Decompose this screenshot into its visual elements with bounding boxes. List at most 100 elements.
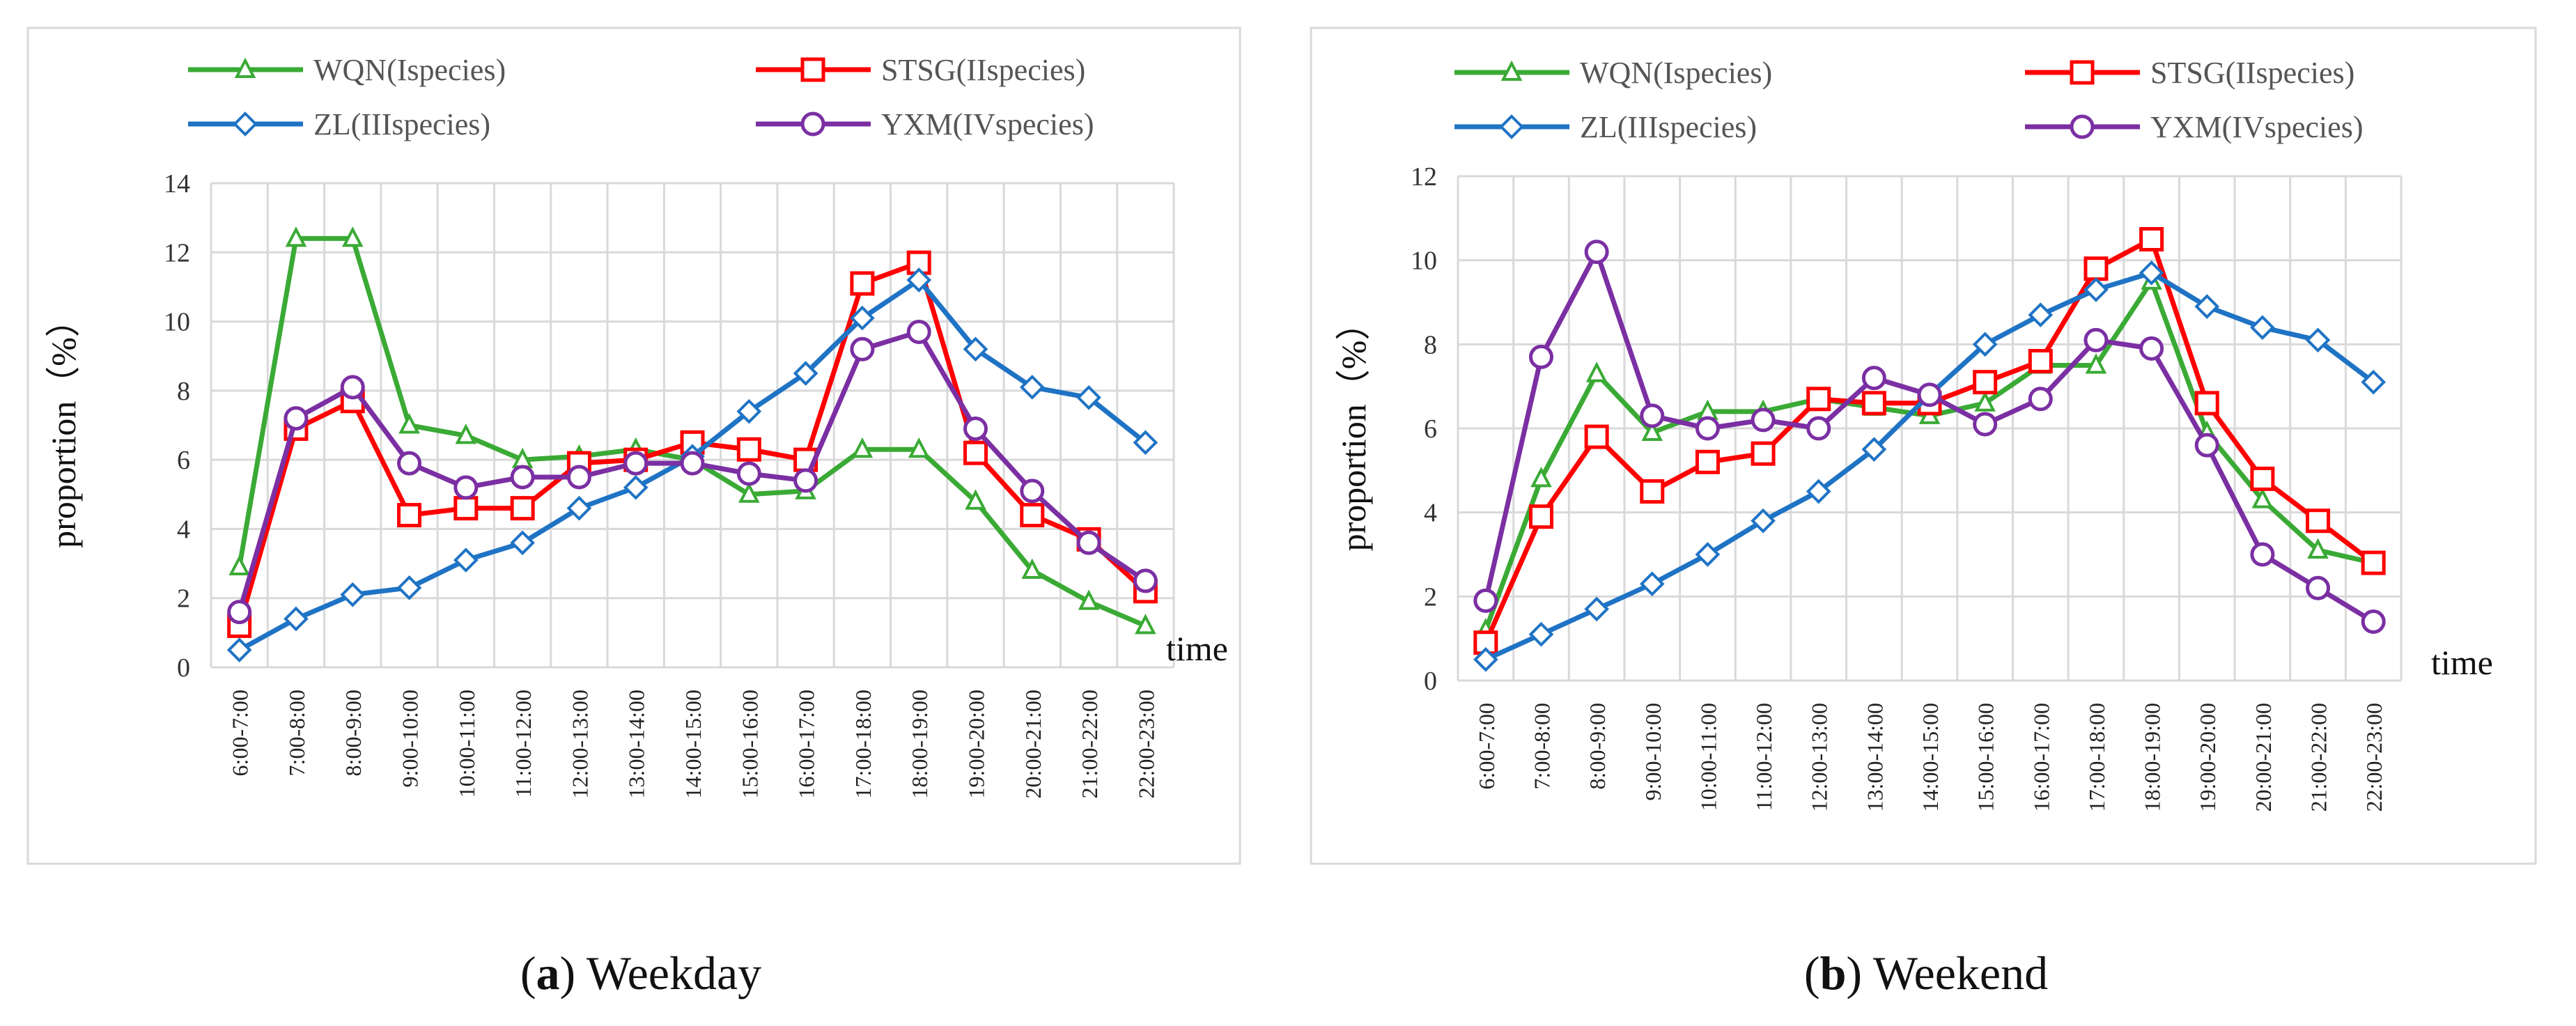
x-tick-label: 6:00-7:00: [228, 690, 253, 776]
caption-paren-close: ): [559, 947, 586, 1000]
legend-label: YXM(IVspecies): [881, 107, 1094, 141]
data-point: [1695, 416, 1720, 441]
data-point: [1135, 614, 1156, 635]
legend-item: YXM(IVspecies): [2025, 110, 2363, 144]
data-point: [1078, 589, 1100, 610]
x-tick-label: 8:00-9:00: [341, 690, 366, 776]
data-point: [1695, 449, 1720, 474]
x-tick-label: 16:00-17:00: [794, 690, 819, 798]
data-point: [2361, 609, 2386, 635]
y-tick-label: 10: [164, 308, 190, 337]
x-tick-label: 22:00-23:00: [2361, 703, 2387, 811]
data-point: [623, 475, 649, 500]
data-point: [1751, 508, 1776, 534]
y-tick-label: 4: [1424, 499, 1437, 528]
panel-caption: (b) Weekend: [1804, 947, 2048, 1000]
data-point: [1861, 391, 1886, 416]
y-tick-label: 2: [177, 584, 190, 614]
data-point: [1584, 424, 1609, 449]
gridlines: [1457, 175, 2403, 682]
data-point: [284, 406, 309, 431]
y-tick-label: 4: [177, 515, 190, 544]
data-point: [1640, 479, 1665, 504]
data-point: [908, 437, 930, 458]
y-tick-label: 12: [1411, 162, 1437, 192]
y-tick-label: 8: [177, 377, 190, 406]
series-YXM(IVspecies): [227, 319, 1158, 625]
y-tick-label: 0: [1424, 667, 1437, 696]
legend-item: YXM(IVspecies): [756, 107, 1094, 141]
data-point: [2306, 575, 2331, 600]
data-point: [2361, 550, 2386, 575]
data-point: [2251, 488, 2274, 508]
legend-item: STSG(IIspecies): [2025, 56, 2354, 90]
legend-item: ZL(IIIspecies): [1454, 110, 1757, 144]
data-point: [1528, 621, 1554, 647]
legend-item: WQN(Ispecies): [188, 53, 506, 87]
data-point: [963, 440, 988, 465]
x-tick-label: 15:00-16:00: [1973, 703, 1999, 811]
data-point: [1021, 558, 1043, 579]
caption-letter: b: [1820, 947, 1847, 1000]
legend-marker: [234, 57, 256, 78]
y-tick-label: 10: [1411, 247, 1437, 276]
data-point: [906, 319, 931, 344]
data-point: [510, 530, 535, 556]
data-point: [963, 336, 988, 362]
data-point: [965, 489, 986, 510]
data-point: [738, 482, 760, 503]
y-tick-label: 2: [1424, 582, 1437, 612]
data-point: [793, 361, 818, 386]
data-point: [284, 606, 309, 632]
data-point: [340, 375, 365, 400]
legend: WQN(Ispecies) STSG(IIspecies) ZL(IIIspecie…: [188, 53, 1094, 141]
legend-marker: [2070, 60, 2095, 85]
data-point: [1640, 403, 1665, 428]
data-point: [1641, 420, 1663, 442]
x-tick-label: 21:00-22:00: [2306, 703, 2331, 811]
data-point: [2361, 369, 2387, 395]
data-point: [2139, 336, 2164, 361]
caption-text: Weekend: [1873, 947, 2048, 1000]
data-point: [1639, 571, 1665, 597]
data-point: [566, 465, 591, 490]
data-point: [1133, 568, 1158, 593]
data-point: [851, 437, 874, 458]
legend-marker: [800, 57, 825, 82]
legend-label: WQN(Ispecies): [1580, 56, 1772, 90]
data-point: [1528, 344, 1553, 369]
x-tick-label: 13:00-14:00: [624, 690, 649, 798]
x-tick-label: 18:00-19:00: [907, 690, 932, 798]
data-point: [2139, 260, 2164, 286]
chart-panel-b: 0 2 4 6 8 10 12 6:00-7:00 7:00-8:00 8:00-9:00 9:00…: [1310, 26, 2537, 1000]
data-point: [2028, 387, 2053, 412]
data-point: [1751, 407, 1776, 433]
data-point: [510, 496, 535, 521]
x-tick-label: 9:00-10:00: [1640, 703, 1666, 800]
data-point: [1019, 375, 1045, 400]
data-point: [2194, 391, 2219, 416]
data-point: [1917, 382, 1942, 407]
gridlines: [210, 182, 1175, 669]
data-point: [1973, 412, 1998, 437]
data-point: [228, 554, 250, 576]
x-tick-label: 10:00-11:00: [454, 690, 479, 798]
caption-paren-close: ): [1846, 947, 1872, 1000]
x-tick-label: 7:00-8:00: [284, 690, 309, 776]
legend-label: STSG(IIspecies): [881, 53, 1085, 87]
legend-item: WQN(Ispecies): [1454, 56, 1772, 90]
data-point: [2250, 315, 2275, 341]
panel-caption: (a) Weekday: [520, 947, 761, 1000]
data-point: [1806, 479, 1831, 504]
x-tick-label: 10:00-11:00: [1696, 703, 1721, 811]
data-point: [1584, 240, 1609, 265]
data-point: [453, 496, 479, 521]
x-tick-label: 7:00-8:00: [1529, 703, 1554, 789]
series-YXM(IVspecies): [1473, 240, 2386, 635]
data-point: [398, 413, 420, 434]
x-tick-label: 14:00-15:00: [1918, 703, 1943, 811]
data-point: [340, 582, 366, 607]
data-point: [2085, 353, 2107, 374]
x-tick-label: 21:00-22:00: [1077, 690, 1102, 798]
data-point: [736, 461, 761, 486]
